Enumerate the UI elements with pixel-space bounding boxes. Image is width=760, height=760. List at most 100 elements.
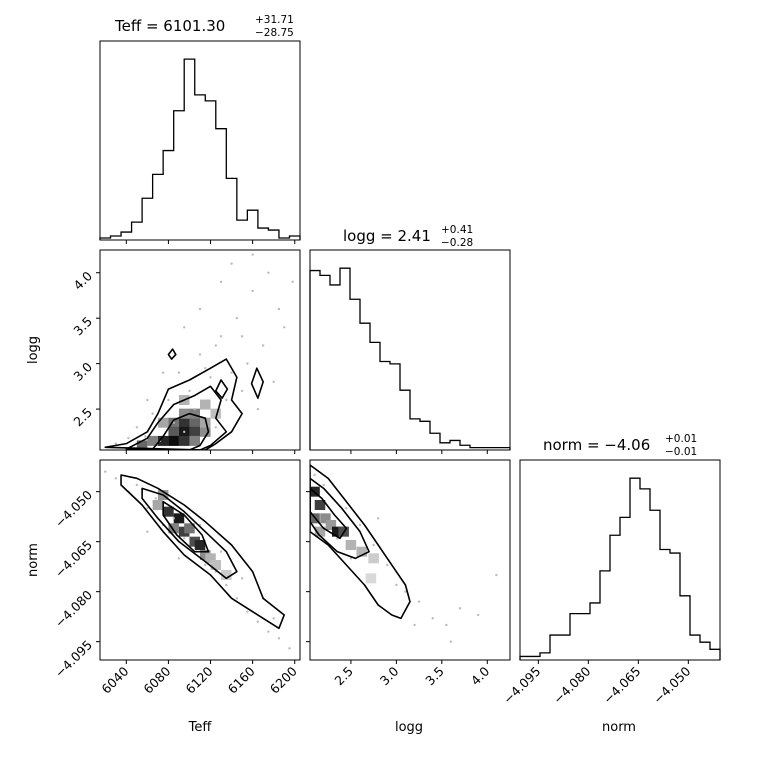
logg-vs-teff-sample-point — [161, 371, 165, 374]
logg-vs-teff-sample-point — [283, 326, 286, 329]
logg-vs-teff-sample-point — [225, 398, 228, 402]
norm-vs-logg-sample-point — [431, 617, 434, 620]
logg-vs-teff-sample-point — [198, 353, 202, 356]
logg-hist-bar — [360, 323, 370, 450]
logg-hist-bar — [380, 361, 390, 450]
x-axis-label-teff: Teff — [188, 720, 213, 735]
norm-vs-logg-sample-point — [495, 573, 498, 577]
logg-vs-teff-sample-point — [183, 326, 186, 329]
norm-vs-logg-sample-point — [313, 473, 316, 477]
logg-vs-teff-density-cell — [189, 408, 200, 419]
norm-vs-logg-sample-point — [449, 640, 453, 643]
logg-vs-teff-density-cell — [189, 417, 200, 428]
teff-title-plus: +31.71 — [255, 14, 294, 26]
teff-hist-bar — [153, 174, 164, 240]
logg-vs-teff-contour — [125, 385, 228, 450]
norm-vs-teff-density-cell — [173, 513, 185, 524]
logg-hist-bar — [410, 419, 420, 450]
logg-vs-teff-sample-point — [230, 371, 233, 374]
logg-hist-bar — [310, 271, 320, 450]
teff-hist-bar — [174, 111, 185, 240]
logg-hist-bar — [370, 342, 380, 450]
norm-vs-teff-sample-point — [277, 637, 281, 640]
norm-vs-teff-sample-point — [225, 583, 228, 587]
norm-vs-teff-density-cell — [210, 560, 222, 570]
logg-hist-bar — [460, 445, 470, 450]
teff-hist-step-line — [99, 58, 301, 240]
norm-vs-teff-density-cell — [221, 570, 232, 580]
logg-vs-teff-sample-point — [240, 389, 244, 393]
norm-vs-teff-sample-point — [240, 577, 244, 580]
teff-hist-bar — [142, 198, 153, 240]
logg-vs-teff-density-cell — [157, 435, 169, 446]
logg-vs-teff-sample-point — [177, 371, 181, 374]
norm-vs-logg-frame — [309, 459, 511, 661]
logg-hist-frame — [309, 249, 511, 451]
logg-vs-teff-density-cell — [178, 435, 190, 446]
logg-vs-teff-sample-point — [277, 307, 281, 311]
logg-vs-teff-sample-point — [146, 398, 149, 402]
norm-vs-logg-sample-point — [417, 600, 421, 603]
norm-vs-logg-sample-point — [386, 563, 389, 567]
x-axis-label-norm: norm — [602, 720, 636, 735]
norm-hist-bar — [700, 642, 710, 660]
logg-vs-teff-sample-point — [193, 407, 196, 411]
norm-hist-frame — [519, 459, 721, 661]
norm-hist-bar — [690, 635, 700, 660]
logg-vs-teff-content — [104, 253, 294, 450]
norm-hist-bar — [610, 535, 620, 660]
text-layer: Teff = 6101.30 +31.71 −28.75 logg = 2.41… — [26, 14, 697, 735]
norm-vs-teff-density-cell — [205, 553, 216, 564]
norm-vs-teff-sample-point — [246, 610, 249, 613]
norm-vs-logg-sample-point — [445, 623, 448, 627]
logg-vs-teff-density-cell — [157, 417, 169, 428]
norm-hist-bar — [590, 603, 600, 660]
teff-hist-bar — [184, 59, 195, 240]
logg-vs-teff-sample-point — [235, 316, 239, 320]
norm-vs-teff-contour — [162, 500, 210, 553]
logg-vs-teff-sample-point — [261, 344, 265, 347]
logg-vs-teff-sample-point — [246, 362, 249, 365]
logg-vs-teff-sample-point — [214, 344, 217, 347]
norm-vs-logg-density-cell — [332, 526, 343, 537]
teff-hist-bar — [237, 220, 248, 240]
logg-vs-teff-sample-point — [114, 442, 117, 445]
norm-hist-bar — [580, 614, 590, 660]
norm-hist-bar — [680, 596, 690, 660]
logg-vs-teff-sample-point — [214, 426, 217, 429]
norm-vs-teff-sample-point — [288, 647, 291, 650]
norm-vs-logg-sample-point — [372, 543, 375, 547]
logg-vs-teff-density-cell — [178, 417, 190, 428]
logg-hist-bar — [420, 421, 430, 450]
y-axis-label-norm: norm — [26, 543, 41, 577]
logg-vs-teff-sample-point — [188, 389, 191, 393]
logg-vs-teff-density-cell — [200, 426, 211, 437]
logg-vs-teff-sample-point — [209, 376, 212, 379]
norm-vs-teff-contour — [120, 474, 286, 630]
teff-title: Teff = 6101.30 — [114, 17, 225, 35]
logg-vs-teff-density-cell — [189, 435, 200, 446]
teff-hist-bar — [258, 228, 269, 240]
logg-vs-teff-density-cell — [168, 426, 179, 437]
logg-hist-bar — [430, 433, 440, 450]
teff-hist-bar — [132, 222, 143, 240]
logg-vs-teff-sample-point — [272, 380, 275, 384]
norm-vs-teff-sample-point — [219, 550, 223, 553]
norm-vs-teff-sample-point — [135, 483, 139, 487]
norm-vs-teff-contour — [141, 487, 238, 580]
norm-vs-logg-content — [310, 464, 498, 643]
x-axis-label-logg: logg — [395, 720, 423, 735]
logg-vs-teff-density-cell — [136, 440, 148, 450]
norm-hist-bar — [540, 653, 550, 660]
norm-vs-teff-sample-point — [104, 470, 107, 473]
y-axis-label-logg: logg — [26, 336, 41, 364]
norm-vs-logg-sample-point — [458, 607, 462, 610]
norm-hist-bar — [550, 635, 560, 660]
norm-vs-teff-sample-point — [267, 630, 270, 633]
norm-vs-logg-contour — [310, 477, 370, 560]
logg-vs-teff-sample-point — [219, 280, 223, 284]
logg-title-plus: +0.41 — [441, 224, 473, 236]
norm-hist-step-line — [519, 477, 721, 660]
logg-vs-teff-density-cell — [210, 408, 222, 419]
